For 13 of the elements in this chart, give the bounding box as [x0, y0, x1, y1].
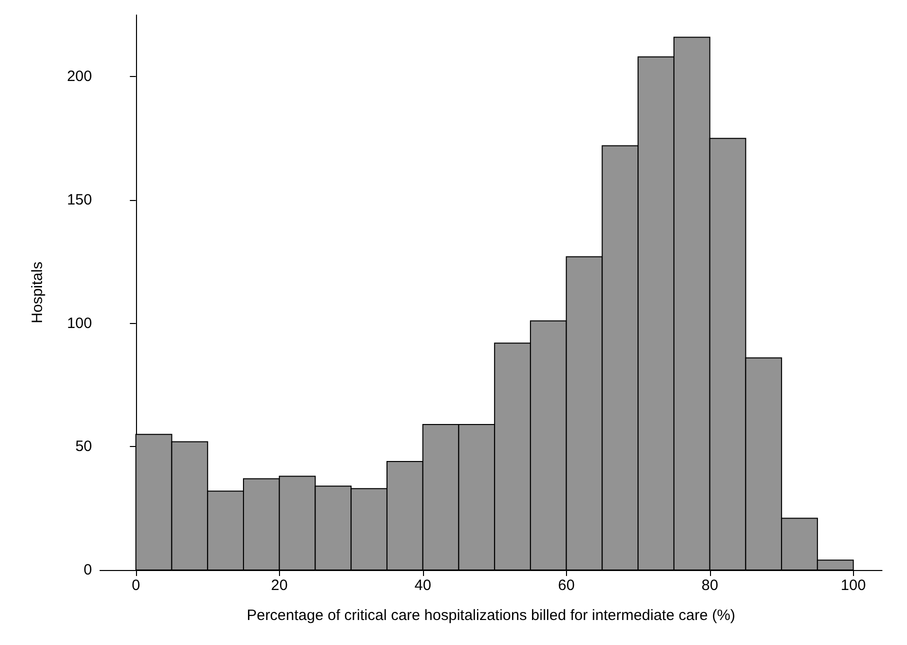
x-tick-label: 60	[558, 577, 575, 594]
x-tick-label: 0	[132, 577, 140, 594]
x-axis-title: Percentage of critical care hospitalizations billed for intermediate care (%)	[246, 607, 736, 624]
y-tick-label: 150	[66, 192, 92, 208]
y-tick-label: 50	[75, 438, 92, 456]
x-tick-label: 20	[271, 577, 288, 594]
y-tick-label: 100	[66, 314, 92, 332]
y-tick-label: 200	[66, 68, 92, 86]
x-tick-label: 40	[414, 577, 432, 594]
x-tick-label: 80	[701, 577, 718, 594]
y-tick-label: 0	[84, 562, 92, 578]
x-tick-label: 100	[840, 577, 866, 594]
y-axis-title: Hospitals	[29, 262, 46, 324]
